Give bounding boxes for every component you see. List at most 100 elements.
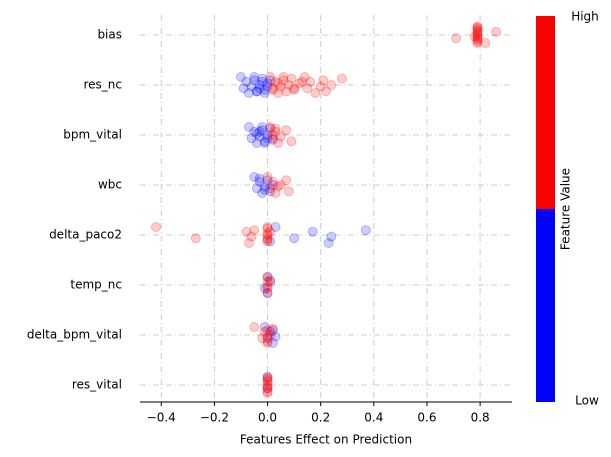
point — [267, 83, 278, 94]
feature-label: bias — [97, 28, 122, 42]
point — [265, 183, 276, 194]
point — [289, 233, 300, 244]
feature-label: res_vital — [72, 378, 122, 392]
point — [265, 123, 276, 134]
point — [273, 78, 284, 89]
point — [318, 75, 329, 86]
point — [472, 34, 483, 45]
point — [262, 228, 273, 239]
point — [323, 238, 334, 248]
point — [270, 222, 281, 232]
point — [265, 186, 276, 197]
feature-label: bpm_vital — [63, 128, 122, 142]
point — [254, 173, 265, 184]
point — [249, 225, 260, 236]
point — [190, 233, 201, 244]
x-tick-label: 0.0 — [258, 411, 277, 425]
point — [262, 376, 273, 387]
point — [286, 73, 297, 84]
point — [472, 22, 483, 32]
point — [262, 272, 273, 282]
point — [267, 134, 278, 145]
feature-label: temp_nc — [70, 278, 122, 292]
point — [286, 136, 297, 147]
x-tick-label: 0.8 — [471, 411, 490, 425]
point — [265, 236, 276, 247]
point — [326, 231, 337, 242]
point — [262, 338, 273, 348]
point — [281, 86, 292, 97]
point — [265, 122, 276, 132]
feature-label: res_nc — [83, 78, 122, 92]
x-axis-label: Features Effect on Prediction — [240, 433, 412, 447]
point — [251, 128, 262, 139]
point — [270, 123, 281, 134]
colorbar-high-label: High — [571, 10, 599, 24]
point — [246, 133, 257, 144]
point — [270, 188, 281, 198]
point — [262, 373, 273, 384]
point — [262, 133, 273, 144]
point — [262, 175, 273, 186]
point — [283, 186, 294, 197]
point — [259, 138, 270, 148]
point — [262, 276, 273, 287]
point — [265, 75, 276, 86]
point — [265, 226, 276, 237]
point — [246, 81, 257, 92]
point — [281, 175, 292, 186]
point — [235, 72, 246, 82]
point — [297, 76, 308, 87]
colorbar-label: Feature Value — [559, 168, 573, 250]
feature-label: delta_bpm_vital — [27, 328, 122, 342]
colorbar-low-label: Low — [575, 394, 599, 408]
point — [259, 88, 270, 98]
point — [243, 88, 254, 98]
point — [257, 333, 268, 344]
point — [262, 383, 273, 394]
point — [257, 76, 268, 87]
point — [265, 72, 276, 82]
x-tick-label: −0.4 — [147, 411, 176, 425]
point — [267, 84, 278, 95]
point — [360, 225, 371, 236]
colorbar-low — [536, 209, 555, 402]
point — [254, 131, 265, 142]
point — [262, 233, 273, 244]
point — [480, 38, 491, 48]
point — [251, 183, 262, 194]
point — [302, 83, 313, 94]
point — [257, 73, 268, 84]
point — [262, 130, 273, 140]
point — [270, 126, 281, 137]
point — [451, 33, 462, 44]
point — [275, 180, 286, 190]
point — [472, 22, 483, 32]
point — [249, 172, 260, 182]
point — [262, 372, 273, 382]
x-tick-label: 0.4 — [364, 411, 383, 425]
point — [262, 288, 273, 298]
point — [262, 331, 273, 342]
point — [336, 73, 347, 84]
point — [254, 176, 265, 187]
point — [472, 30, 483, 40]
point — [249, 126, 260, 137]
point — [310, 88, 321, 98]
point — [262, 283, 273, 294]
point — [267, 338, 278, 348]
point — [249, 72, 260, 82]
point — [491, 26, 502, 37]
point — [472, 23, 483, 34]
point — [241, 226, 252, 237]
point — [265, 275, 276, 286]
point — [262, 78, 273, 89]
point — [262, 81, 273, 92]
point — [249, 75, 260, 86]
point — [321, 86, 331, 97]
point — [273, 138, 284, 148]
point — [275, 131, 286, 142]
feature-label: wbc — [98, 178, 122, 192]
point — [259, 184, 270, 195]
